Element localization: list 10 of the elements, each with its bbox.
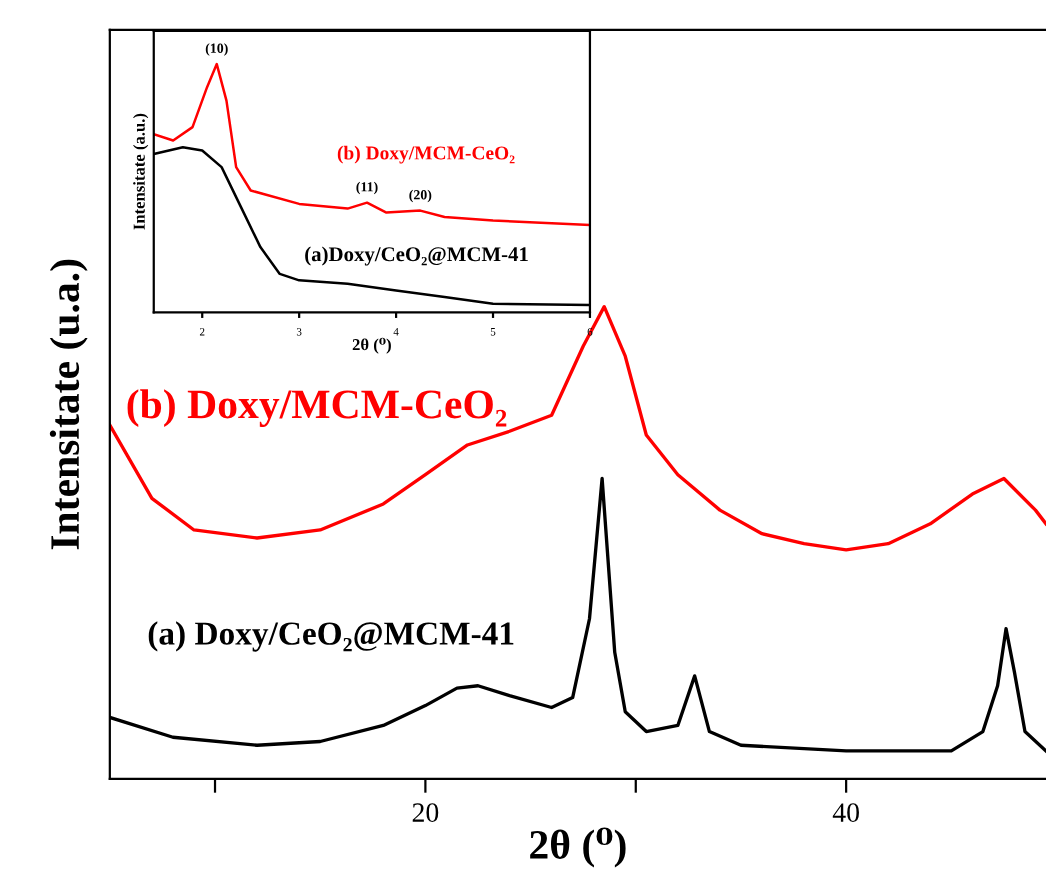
y-axis-title: Intensitate (a.u.) bbox=[133, 113, 149, 230]
series-label: (a)Doxy/CeO₂@MCM-41 bbox=[305, 246, 528, 266]
y-axis-title: Intensitate (u.a.) bbox=[49, 259, 88, 550]
series-label: (a) Doxy/CeO₂@MCM-41 bbox=[148, 621, 514, 652]
text: (b) Doxy/MCM-CeO₂ bbox=[337, 145, 515, 164]
x-axis-title: 2θ (⁰) bbox=[530, 827, 626, 868]
x-tick-label: 20 bbox=[412, 803, 439, 822]
x-axis-title: 2θ (⁰) bbox=[352, 337, 391, 354]
series-label: (b) Doxy/MCM-CeO₂ bbox=[127, 389, 507, 428]
x-tick-label: 40 bbox=[832, 803, 859, 822]
